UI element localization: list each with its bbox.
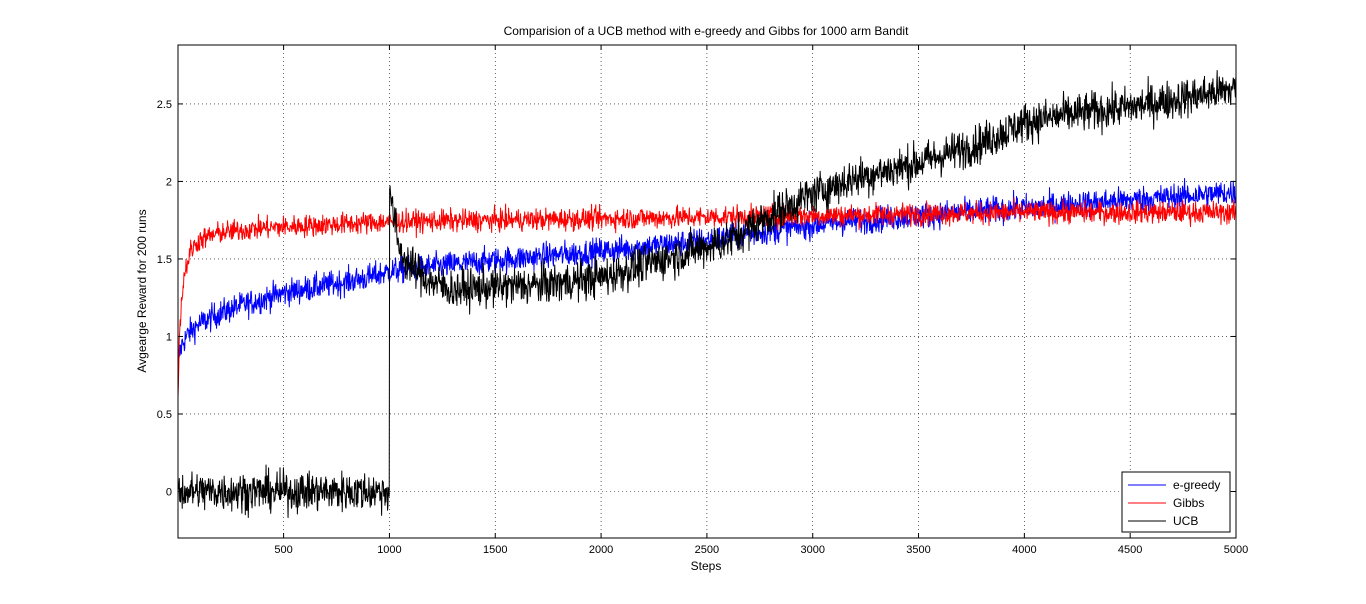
- chart-title: Comparision of a UCB method with e-greed…: [504, 24, 910, 38]
- y-tick-label: 2: [166, 176, 172, 188]
- x-tick-label: 3000: [800, 544, 824, 556]
- x-tick-label: 1000: [377, 544, 401, 556]
- x-tick-label: 2000: [589, 544, 613, 556]
- series-line-gibbs: [177, 197, 1237, 398]
- plot-area: 500 1000 1500 2000 2500 3000 3500 4000 4500 5000 0…: [157, 44, 1248, 556]
- series-layer: [177, 70, 1237, 519]
- x-tick-label: 500: [274, 544, 292, 556]
- x-tick-label: 4500: [1118, 544, 1142, 556]
- x-tick-label: 2500: [695, 544, 719, 556]
- legend-box: [1121, 471, 1231, 533]
- x-tick-label: 5000: [1224, 544, 1248, 556]
- y-tick-label: 0.5: [157, 409, 172, 421]
- x-axis-label: Steps: [691, 559, 722, 573]
- y-axis-label: Avgearge Reward for 200 runs: [135, 209, 149, 372]
- legend-label-e-greedy: e-greedy: [1173, 478, 1220, 492]
- x-tick-label: 3500: [906, 544, 930, 556]
- series-line-ucb: [177, 70, 1237, 519]
- x-tick-label: 1500: [483, 544, 507, 556]
- y-tick-label: 2.5: [157, 99, 172, 111]
- x-tick-label: 4000: [1012, 544, 1036, 556]
- legend-label-gibbs: Gibbs: [1173, 496, 1204, 510]
- legend: e-greedy Gibbs UCB: [1121, 471, 1231, 533]
- y-tick-label: 0: [166, 486, 172, 498]
- legend-label-ucb: UCB: [1173, 514, 1198, 528]
- y-tick-label: 1: [166, 331, 172, 343]
- y-tick-label: 1.5: [157, 254, 172, 266]
- plot-background: [178, 45, 1236, 538]
- axis-ticks: 500 1000 1500 2000 2500 3000 3500 4000 4500 5000 0…: [157, 45, 1248, 556]
